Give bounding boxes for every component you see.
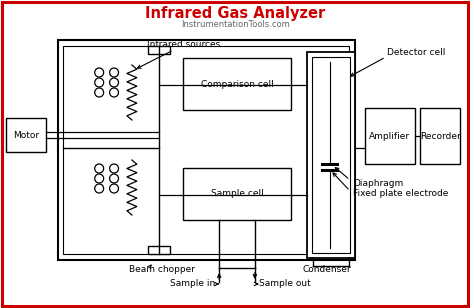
Text: Beam chopper: Beam chopper bbox=[129, 265, 195, 274]
Text: InstrumentationTools.com: InstrumentationTools.com bbox=[181, 19, 290, 29]
Text: Comparison cell: Comparison cell bbox=[201, 79, 273, 88]
Text: Amplifier: Amplifier bbox=[369, 132, 410, 140]
Bar bbox=[6, 118, 46, 152]
Text: Fixed plate electrode: Fixed plate electrode bbox=[353, 188, 448, 197]
Bar bbox=[148, 46, 170, 54]
Text: Sample out: Sample out bbox=[259, 279, 310, 289]
Bar bbox=[420, 108, 460, 164]
Bar bbox=[312, 57, 350, 253]
Text: Motor: Motor bbox=[13, 131, 39, 140]
Bar bbox=[183, 58, 291, 110]
Text: Diaphragm: Diaphragm bbox=[353, 179, 403, 188]
Bar bbox=[365, 108, 415, 164]
Bar bbox=[308, 52, 355, 258]
Text: Infrared sources: Infrared sources bbox=[147, 39, 220, 48]
Bar bbox=[64, 46, 349, 254]
Text: Infrared Gas Analyzer: Infrared Gas Analyzer bbox=[145, 6, 325, 21]
Bar bbox=[183, 168, 291, 220]
Text: Recorder: Recorder bbox=[420, 132, 461, 140]
Text: Condenser: Condenser bbox=[303, 265, 352, 274]
Bar bbox=[57, 40, 355, 260]
Text: Sample in: Sample in bbox=[170, 279, 215, 289]
Bar bbox=[321, 163, 339, 166]
Text: Sample cell: Sample cell bbox=[210, 189, 264, 198]
Bar bbox=[148, 246, 170, 254]
Text: Detector cell: Detector cell bbox=[387, 47, 445, 56]
Bar bbox=[321, 169, 339, 172]
